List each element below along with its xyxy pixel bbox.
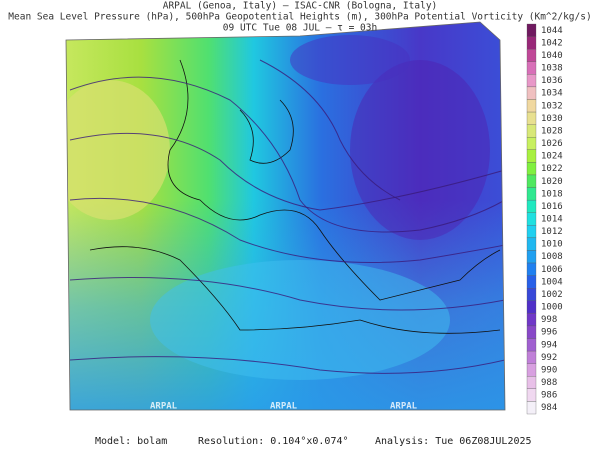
colorbar-label: 1020 [541, 177, 563, 187]
colorbar-cell [526, 250, 537, 264]
colorbar-label: 1000 [541, 303, 563, 313]
colorbar-label: 1038 [541, 64, 563, 74]
colorbar-cell [526, 225, 537, 239]
colorbar-cell [526, 49, 537, 62]
header-line: Mean Sea Level Pressure (hPa), 500hPa Ge… [8, 12, 591, 23]
watermark: ARPAL [270, 402, 298, 412]
header-line: 09 UTC Tue 08 JUL – τ = 03h [223, 23, 377, 34]
colorbar-label: 1016 [541, 202, 563, 212]
colorbar-label: 1044 [541, 26, 563, 36]
colorbar-label: 1010 [541, 240, 563, 250]
watermark: ARPAL [390, 402, 418, 412]
colorbar-cell [526, 262, 537, 276]
colorbar-cell [526, 388, 537, 402]
colorbar-label: 1006 [541, 265, 563, 275]
colorbar-label: 1002 [541, 290, 563, 300]
colorbar-label: 984 [541, 403, 557, 413]
colorbar-label: 986 [541, 391, 557, 401]
footer-model: Model: bolam [95, 436, 167, 447]
colorbar-cell [526, 124, 537, 138]
colorbar-label: 1036 [541, 76, 563, 86]
colorbar-cell [526, 74, 537, 88]
colorbar-cell [526, 401, 537, 415]
colorbar-cell [526, 99, 537, 113]
colorbar-label: 1034 [541, 89, 563, 99]
colorbar-cell [526, 199, 537, 213]
colorbar-label: 1040 [541, 51, 563, 61]
colorbar: 1044 1042 1040 1038 1036 1034 1032 1030 1028 1026… [526, 23, 563, 415]
colorbar-cell [526, 288, 537, 301]
colorbar-cell [526, 86, 537, 100]
colorbar-label: 1012 [541, 227, 563, 237]
colorbar-label: 992 [541, 353, 557, 363]
map-border [65, 21, 506, 411]
colorbar-label: 1042 [541, 38, 563, 48]
colorbar-label: 1032 [541, 101, 563, 111]
colorbar-cell [526, 363, 537, 377]
colorbar-cell [526, 325, 537, 339]
colorbar-label: 1026 [541, 139, 563, 149]
colorbar-label: 996 [541, 328, 557, 338]
colorbar-cell [526, 237, 537, 251]
colorbar-label: 990 [541, 365, 557, 375]
colorbar-cell [526, 111, 537, 125]
colorbar-label: 1014 [541, 215, 563, 225]
footer-resolution: Resolution: 0.104°x0.074° [198, 436, 349, 447]
colorbar-label: 1028 [541, 126, 563, 136]
colorbar-label: 1022 [541, 164, 563, 174]
watermark: ARPAL [150, 402, 178, 412]
colorbar-label: 1024 [541, 152, 563, 162]
colorbar-cell [526, 300, 537, 314]
colorbar-label: 998 [541, 315, 557, 325]
colorbar-cell [526, 275, 537, 289]
colorbar-label: 1018 [541, 189, 563, 199]
colorbar-cell [526, 149, 537, 163]
colorbar-cell [526, 61, 537, 75]
header-line: ARPAL (Genoa, Italy) – ISAC-CNR (Bologna… [163, 1, 438, 12]
colorbar-cell [526, 174, 537, 188]
colorbar-cell [526, 350, 537, 364]
colorbar-cell [526, 313, 537, 327]
colorbar-cell [526, 23, 537, 37]
colorbar-label: 1030 [541, 114, 563, 124]
map-field [66, 22, 505, 410]
colorbar-label: 1004 [541, 277, 563, 287]
colorbar-cell [526, 212, 537, 226]
colorbar-cell [526, 137, 537, 150]
colorbar-cell [526, 162, 537, 176]
colorbar-label: 1008 [541, 252, 563, 262]
colorbar-cell [526, 187, 537, 201]
footer-analysis: Analysis: Tue 06Z08JUL2025 [375, 436, 532, 447]
colorbar-cell [526, 376, 537, 389]
colorbar-cell [526, 36, 537, 50]
colorbar-cell [526, 338, 537, 352]
colorbar-label: 994 [541, 340, 557, 350]
colorbar-label: 988 [541, 378, 557, 388]
